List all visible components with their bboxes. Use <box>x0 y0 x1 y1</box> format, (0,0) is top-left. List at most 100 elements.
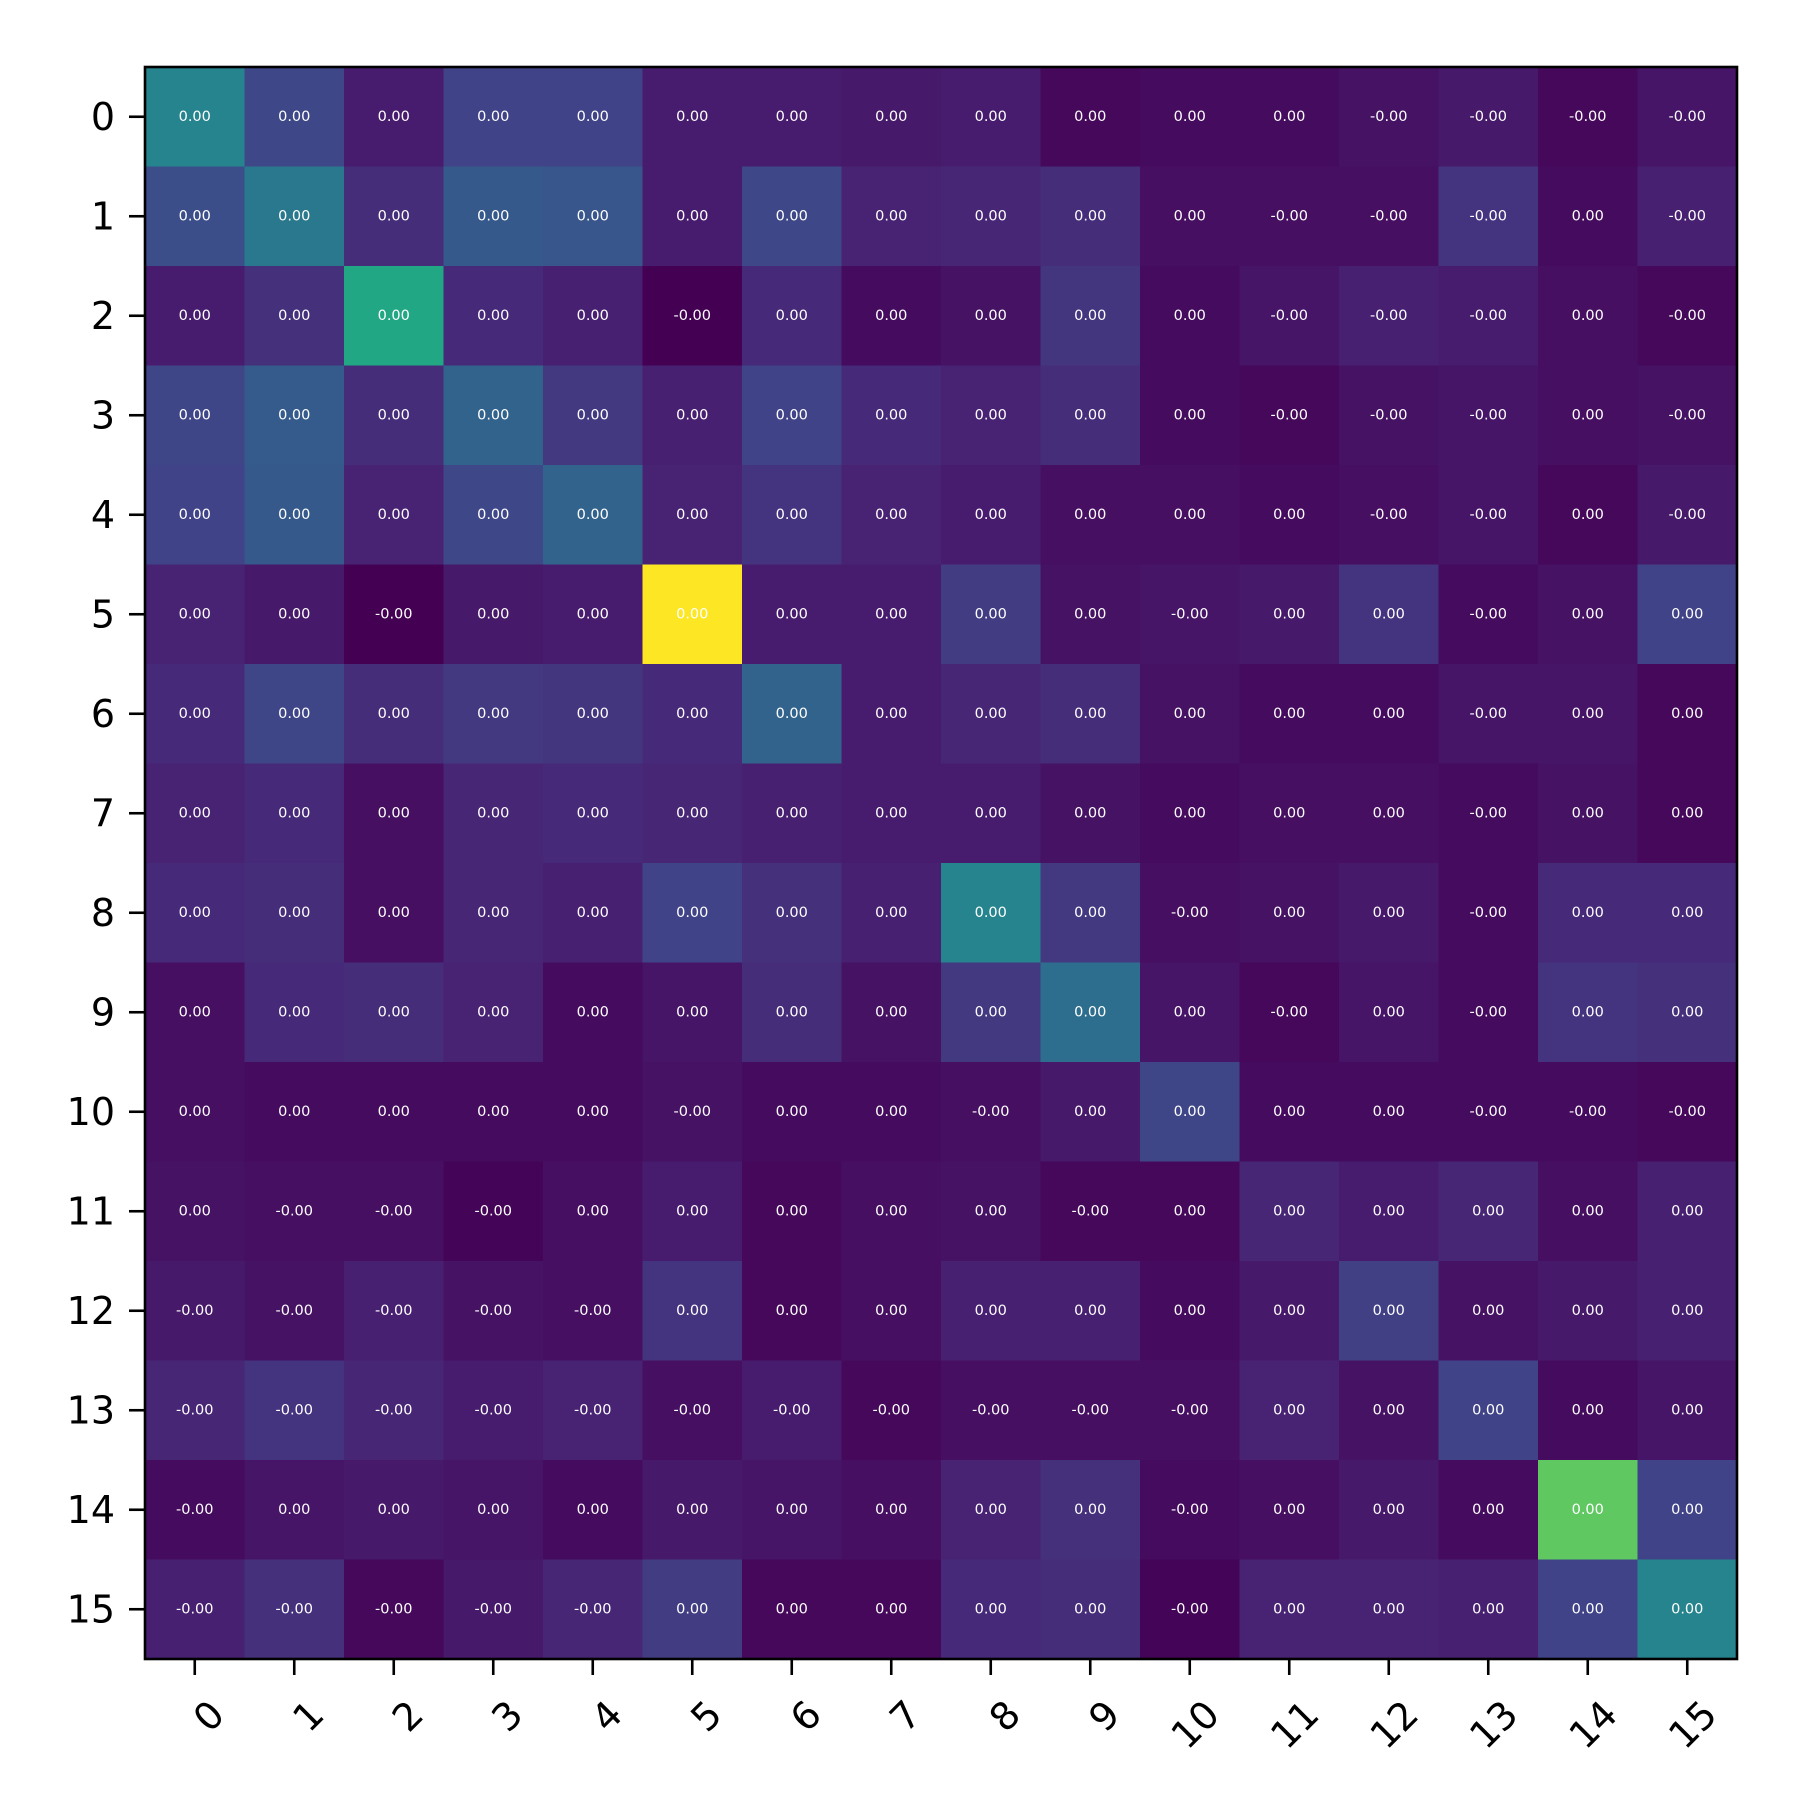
heatmap-cell-r14-c5 <box>642 1460 743 1560</box>
heatmap-cell-r2-c4 <box>543 266 643 366</box>
heatmap-cell-r10-c2 <box>344 1062 444 1162</box>
heatmap-cell-r7-c9 <box>1040 763 1141 864</box>
cell-value-label: -0.00 <box>1569 1104 1607 1120</box>
cell-value-label: -0.00 <box>1668 507 1706 523</box>
heatmap-cell-r10-c3 <box>443 1062 544 1162</box>
heatmap-cell-r2-c15 <box>1637 266 1738 366</box>
heatmap-cell-r5-c6 <box>742 564 842 665</box>
cell-value-label: 0.00 <box>1273 1104 1305 1120</box>
cell-value-label: 0.00 <box>477 407 509 423</box>
cell-value-label: 0.00 <box>1174 507 1206 523</box>
cell-value-label: 0.00 <box>1074 1601 1106 1617</box>
y-tick-label: 15 <box>67 1587 115 1631</box>
heatmap-cell-r15-c9 <box>1040 1559 1141 1660</box>
y-tick-label: 8 <box>91 891 115 935</box>
heatmap-cell-r6-c12 <box>1339 664 1439 764</box>
cell-value-label: -0.00 <box>1668 308 1706 324</box>
cell-value-label: -0.00 <box>673 308 711 324</box>
cell-value-label: 0.00 <box>477 905 509 921</box>
heatmap-cell-r2-c0 <box>145 266 245 366</box>
heatmap-cell-r15-c12 <box>1339 1559 1439 1660</box>
cell-value-label: -0.00 <box>1469 507 1507 523</box>
heatmap-cell-r5-c0 <box>145 564 245 665</box>
cell-value-label: 0.00 <box>1273 109 1305 125</box>
cell-value-label: 0.00 <box>776 1601 808 1617</box>
heatmap-cell-r1-c4 <box>543 166 643 267</box>
cell-value-label: 0.00 <box>1174 805 1206 821</box>
cell-value-label: 0.00 <box>378 1004 410 1020</box>
heatmap-cell-r15-c10 <box>1140 1559 1240 1660</box>
heatmap-cell-r1-c15 <box>1637 166 1738 267</box>
heatmap-cell-r6-c15 <box>1637 664 1738 764</box>
cell-value-label: 0.00 <box>278 1502 310 1518</box>
cell-value-label: 0.00 <box>179 905 211 921</box>
cell-value-label: -0.00 <box>1171 606 1209 622</box>
cell-value-label: 0.00 <box>1373 1402 1405 1418</box>
heatmap-cell-r10-c9 <box>1040 1062 1141 1162</box>
cell-value-label: 0.00 <box>676 1502 708 1518</box>
cell-value-label: 0.00 <box>278 905 310 921</box>
heatmap-cell-r1-c11 <box>1239 166 1340 267</box>
cell-value-label: 0.00 <box>875 805 907 821</box>
heatmap-cell-r7-c15 <box>1637 763 1738 864</box>
cell-value-label: 0.00 <box>378 1502 410 1518</box>
cell-value-label: 0.00 <box>378 407 410 423</box>
cell-value-label: 0.00 <box>577 208 609 224</box>
cell-value-label: 0.00 <box>378 706 410 722</box>
cell-value-label: -0.00 <box>1071 1402 1109 1418</box>
heatmap-cell-r13-c8 <box>941 1360 1041 1461</box>
heatmap-cell-r2-c11 <box>1239 266 1340 366</box>
heatmap-cell-r1-c7 <box>841 166 942 267</box>
heatmap-cell-r15-c11 <box>1239 1559 1340 1660</box>
cell-value-label: 0.00 <box>378 507 410 523</box>
heatmap-cell-r11-c4 <box>543 1161 643 1262</box>
heatmap-cell-r9-c2 <box>344 962 444 1063</box>
heatmap-cell-r3-c11 <box>1239 365 1340 466</box>
cell-value-label: 0.00 <box>776 109 808 125</box>
heatmap-cell-r10-c15 <box>1637 1062 1738 1162</box>
heatmap-cell-r0-c13 <box>1438 67 1539 167</box>
cell-value-label: -0.00 <box>1469 1104 1507 1120</box>
cell-value-label: 0.00 <box>179 1203 211 1219</box>
cell-value-label: 0.00 <box>477 109 509 125</box>
heatmap-cell-r7-c12 <box>1339 763 1439 864</box>
cell-value-label: 0.00 <box>875 1601 907 1617</box>
cell-value-label: -0.00 <box>375 1402 413 1418</box>
heatmap-cell-r6-c13 <box>1438 664 1539 764</box>
heatmap-cell-r9-c9 <box>1040 962 1141 1063</box>
heatmap-cell-r3-c15 <box>1637 365 1738 466</box>
heatmap-cell-r1-c0 <box>145 166 245 267</box>
cell-value-label: 0.00 <box>577 507 609 523</box>
cell-value-label: 0.00 <box>975 706 1007 722</box>
cell-value-label: -0.00 <box>1270 308 1308 324</box>
cell-value-label: 0.00 <box>875 1004 907 1020</box>
cell-value-label: 0.00 <box>1273 507 1305 523</box>
cell-value-label: 0.00 <box>975 308 1007 324</box>
cell-value-label: 0.00 <box>477 805 509 821</box>
cell-value-label: 0.00 <box>1671 1004 1703 1020</box>
heatmap-cell-r7-c1 <box>244 763 345 864</box>
heatmap-cell-r8-c7 <box>841 863 942 963</box>
cell-value-label: 0.00 <box>378 308 410 324</box>
heatmap-cell-r14-c7 <box>841 1460 942 1560</box>
cell-value-label: 0.00 <box>1572 1402 1604 1418</box>
heatmap-cell-r15-c2 <box>344 1559 444 1660</box>
heatmap-cell-r8-c8 <box>941 863 1041 963</box>
heatmap-cell-r8-c11 <box>1239 863 1340 963</box>
cell-value-label: -0.00 <box>1569 109 1607 125</box>
cell-value-label: 0.00 <box>875 1203 907 1219</box>
cell-value-label: 0.00 <box>1671 1502 1703 1518</box>
heatmap-cell-r13-c13 <box>1438 1360 1539 1461</box>
heatmap-cell-r1-c3 <box>443 166 544 267</box>
heatmap-cell-r10-c0 <box>145 1062 245 1162</box>
cell-value-label: 0.00 <box>179 109 211 125</box>
heatmap-cell-r1-c10 <box>1140 166 1240 267</box>
cell-value-label: -0.00 <box>474 1303 512 1319</box>
cell-value-label: 0.00 <box>1671 606 1703 622</box>
heatmap-cell-r9-c14 <box>1538 962 1638 1063</box>
cell-value-label: 0.00 <box>1572 606 1604 622</box>
cell-value-label: 0.00 <box>676 1601 708 1617</box>
cell-value-label: 0.00 <box>1373 706 1405 722</box>
heatmap-cell-r2-c2 <box>344 266 444 366</box>
heatmap-cell-r0-c4 <box>543 67 643 167</box>
